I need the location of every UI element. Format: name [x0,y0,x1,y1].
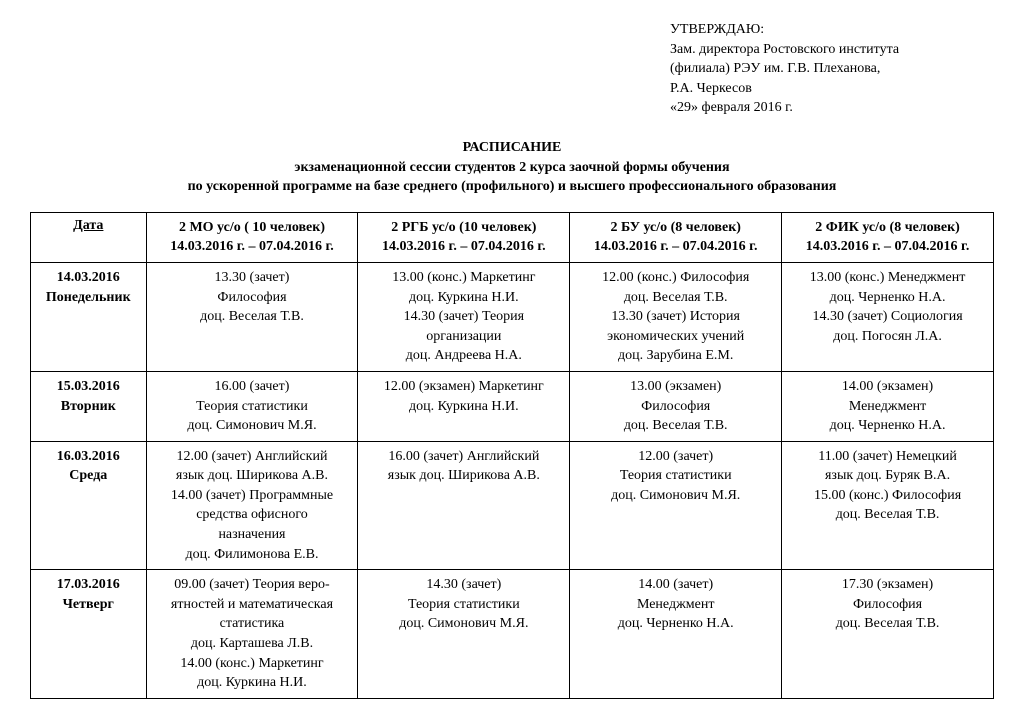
date-cell: 14.03.2016 Понедельник [31,262,147,371]
header-group-3: 2 БУ ус/о (8 человек) 14.03.2016 г. – 07… [570,212,782,262]
schedule-cell: 12.00 (конс.) Философия доц. Веселая Т.В… [570,262,782,371]
schedule-cell: 13.00 (конс.) Менеджмент доц. Черненко Н… [782,262,994,371]
schedule-cell: 13.00 (экзамен) Философия доц. Веселая Т… [570,371,782,441]
title-line: по ускоренной программе на базе среднего… [30,177,994,197]
title-line: экзаменационной сессии студентов 2 курса… [30,158,994,178]
schedule-cell: 14.00 (экзамен) Менеджмент доц. Черненко… [782,371,994,441]
schedule-cell: 14.30 (зачет) Теория статистики доц. Сим… [358,570,570,699]
table-row: 16.03.2016 Среда 12.00 (зачет) Английски… [31,441,994,570]
schedule-cell: 16.00 (зачет) Английский язык доц. Ширик… [358,441,570,570]
title-block: РАСПИСАНИЕ экзаменационной сессии студен… [30,138,994,197]
schedule-cell: 16.00 (зачет) Теория статистики доц. Сим… [146,371,358,441]
table-row: 17.03.2016 Четверг 09.00 (зачет) Теория … [31,570,994,699]
approval-line: (филиала) РЭУ им. Г.В. Плеханова, [670,59,994,79]
approval-line: УТВЕРЖДАЮ: [670,20,994,40]
date-cell: 17.03.2016 Четверг [31,570,147,699]
date-cell: 15.03.2016 Вторник [31,371,147,441]
schedule-cell: 17.30 (экзамен) Философия доц. Веселая Т… [782,570,994,699]
schedule-cell: 13.30 (зачет) Философия доц. Веселая Т.В… [146,262,358,371]
schedule-table: Дата 2 МО ус/о ( 10 человек) 14.03.2016 … [30,212,994,699]
approval-block: УТВЕРЖДАЮ: Зам. директора Ростовского ин… [670,20,994,118]
schedule-cell: 12.00 (экзамен) Маркетинг доц. Куркина Н… [358,371,570,441]
table-header-row: Дата 2 МО ус/о ( 10 человек) 14.03.2016 … [31,212,994,262]
table-row: 15.03.2016 Вторник 16.00 (зачет) Теория … [31,371,994,441]
approval-line: Р.А. Черкесов [670,79,994,99]
header-date: Дата [31,212,147,262]
header-group-2: 2 РГБ ус/о (10 человек) 14.03.2016 г. – … [358,212,570,262]
schedule-cell: 12.00 (зачет) Английский язык доц. Ширик… [146,441,358,570]
approval-line: «29» февраля 2016 г. [670,98,994,118]
schedule-cell: 13.00 (конс.) Маркетинг доц. Куркина Н.И… [358,262,570,371]
schedule-cell: 14.00 (зачет) Менеджмент доц. Черненко Н… [570,570,782,699]
schedule-cell: 09.00 (зачет) Теория веро- ятностей и ма… [146,570,358,699]
title-line: РАСПИСАНИЕ [30,138,994,158]
schedule-cell: 12.00 (зачет) Теория статистики доц. Сим… [570,441,782,570]
date-cell: 16.03.2016 Среда [31,441,147,570]
header-group-1: 2 МО ус/о ( 10 человек) 14.03.2016 г. – … [146,212,358,262]
header-group-4: 2 ФИК ус/о (8 человек) 14.03.2016 г. – 0… [782,212,994,262]
schedule-cell: 11.00 (зачет) Немецкий язык доц. Буряк В… [782,441,994,570]
approval-line: Зам. директора Ростовского института [670,40,994,60]
table-row: 14.03.2016 Понедельник 13.30 (зачет) Фил… [31,262,994,371]
